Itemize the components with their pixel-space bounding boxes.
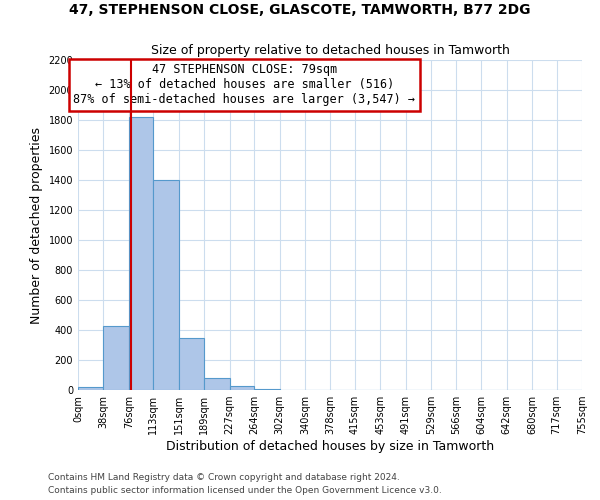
Y-axis label: Number of detached properties: Number of detached properties (30, 126, 43, 324)
Text: 47 STEPHENSON CLOSE: 79sqm
← 13% of detached houses are smaller (516)
87% of sem: 47 STEPHENSON CLOSE: 79sqm ← 13% of deta… (73, 64, 415, 106)
Bar (204, 378, 230, 390)
Bar (154, 180, 179, 390)
Text: Contains HM Land Registry data © Crown copyright and database right 2024.
Contai: Contains HM Land Registry data © Crown c… (48, 474, 442, 495)
Text: 47, STEPHENSON CLOSE, GLASCOTE, TAMWORTH, B77 2DG: 47, STEPHENSON CLOSE, GLASCOTE, TAMWORTH… (69, 2, 531, 16)
Bar (103, 326, 129, 390)
Title: Size of property relative to detached houses in Tamworth: Size of property relative to detached ho… (151, 44, 509, 58)
Bar (179, 338, 204, 390)
Bar (230, 386, 254, 390)
Bar (78, 387, 103, 390)
Bar (129, 117, 154, 390)
X-axis label: Distribution of detached houses by size in Tamworth: Distribution of detached houses by size … (166, 440, 494, 453)
Bar (254, 389, 280, 390)
